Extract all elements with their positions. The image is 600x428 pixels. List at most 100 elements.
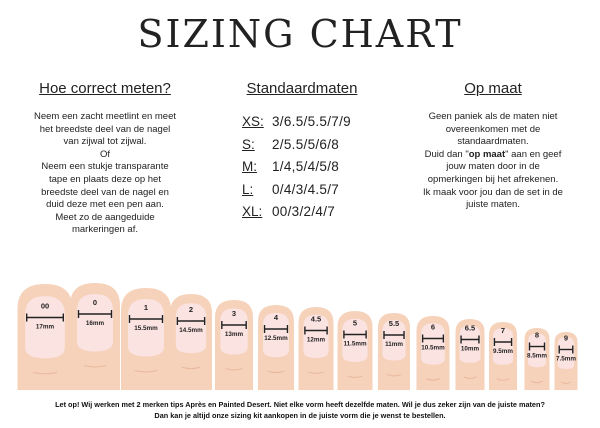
nail-width-label: 13mm [225,331,244,338]
finger-4: 2 14.5mm [170,294,212,390]
nail-size-label: 2 [189,305,193,314]
nail-size-label: 5 [353,319,357,328]
knuckle-crease [347,375,363,378]
custom-instructions: Geen paniek als de maten niet overeenkom… [392,111,594,212]
standard-heading: Standaardmaten [246,80,358,97]
custom-line: jouw maten door in de [446,161,540,173]
footer-line: Dan kan je altijd onze sizing kit aankop… [154,411,446,420]
measure-instructions: Neem een zacht meetlint en meet het bree… [6,111,204,237]
knuckle-crease [386,373,402,377]
measure-line: Neem een stukje transparante [41,161,169,173]
finger-10: 6 10.5mm [416,316,450,390]
nail-width-label: 12mm [307,337,326,344]
standard-sizes-list: XS: 3/6.5/5.5/7/9 S: 2/5.5/5/6/8 M: 1/4,5/4… [222,111,382,224]
custom-size-section: Op maat Geen paniek als de maten niet ov… [392,80,594,212]
nail-width-label: 9.5mm [493,348,513,355]
nail-width-label: 17mm [36,324,55,331]
nail-width-label: 15.5mm [134,325,158,332]
nail-width-label: 11mm [385,341,403,348]
finger-5: 3 13mm [215,300,253,390]
nail-shape [25,296,65,359]
custom-line: opmerkingen bij het afrekenen. [427,173,559,185]
nail-size-label: 1 [144,303,148,312]
finger-1: 00 17mm [17,284,73,390]
knuckle-crease [83,365,107,368]
nail-shape [77,294,113,352]
finger-13: 8 8.5mm [524,328,550,390]
nail-shape [220,308,248,355]
nail-width-label: 16mm [86,320,105,327]
nail-width-label: 10mm [461,346,480,353]
custom-line: standaardmaten. [457,136,529,148]
custom-bold-phrase: op maat [468,148,506,160]
nail-size-label: 00 [41,302,49,311]
custom-line: Geen paniek als de maten niet [428,111,558,122]
custom-line: juiste maten. [466,199,520,211]
nail-width-label: 12.5mm [264,335,288,342]
size-row-m: M: 1/4,5/4/5/8 [242,156,382,179]
nail-width-label: 7.5mm [556,356,576,363]
nail-width-label: 8.5mm [527,353,547,360]
custom-heading: Op maat [464,80,522,97]
nail-shape [303,314,329,358]
finger-12: 7 9.5mm [489,322,517,390]
nail-width-label: 14.5mm [179,327,203,334]
nail-width-label: 10.5mm [421,345,445,352]
nail-size-label: 4.5 [311,315,321,324]
nail-shape [128,299,164,357]
knuckle-crease [225,367,243,371]
finger-9: 5.5 11mm [378,313,410,390]
measure-line: Meet zo de aangeduide [55,211,155,223]
size-label: M: [242,159,257,174]
size-row-xs: XS: 3/6.5/5.5/7/9 [242,111,382,134]
custom-line-post: " aan en geef [505,148,562,160]
measure-line: het breedste deel van de nagel [39,123,171,135]
measure-section: Hoe correct meten? Neem een zacht meetli… [6,80,204,237]
size-row-xl: XL: 00/3/2/4/7 [242,201,382,224]
page-title: SIZING CHART [137,12,463,56]
footer-note: Let op! Wij werken met 2 merken tips Apr… [0,399,600,421]
size-label: XS: [242,114,264,129]
footer-line: Let op! Wij werken met 2 merken tips Apr… [55,400,545,409]
knuckle-crease [560,381,572,384]
measure-line: Of [99,148,111,160]
knuckle-crease [32,371,58,375]
nail-shape [492,328,514,365]
size-value: 3/6.5/5.5/7/9 [272,114,351,129]
finger-8: 5 11.5mm [337,311,373,390]
knuckle-crease [181,366,201,370]
measure-line: Neem een zacht meetlint en meet [33,111,177,122]
nail-shape [175,303,207,354]
nail-shape [263,312,289,358]
measure-line: breedste deel van de nagel en [41,186,169,198]
measure-line: markeringen af. [71,224,138,236]
nail-size-label: 7 [501,326,505,335]
size-row-s: S: 2/5.5/5/6/8 [242,134,382,157]
size-value: 0/4/3/4.5/7 [272,181,340,197]
nail-size-label: 6 [431,323,435,332]
custom-line: Ik maak voor jou dan de set in de [423,186,563,198]
size-value: 1/4,5/4/5/8 [272,159,340,174]
nail-size-illustration: 00 17mm 0 16mm 1 15.5mm 2 14.5mm 3 13mm 4 12.5mm 4.5… [17,283,578,390]
nail-shape [459,325,481,363]
finger-2: 0 16mm [70,283,120,390]
nail-size-label: 0 [93,298,97,307]
standard-sizes-section: Standaardmaten XS: 3/6.5/5.5/7/9 S: 2/5.5/… [222,80,382,224]
measure-line: duid deze met een pen aan. [46,199,164,211]
finger-14: 9 7.5mm [554,332,578,390]
measure-line: van zijwal tot zijwal. [63,136,147,148]
finger-6: 4 12.5mm [258,305,294,390]
knuckle-crease [463,376,477,379]
measure-line: tape en plaats deze op het [49,173,161,185]
nail-width-label: 11.5mm [343,341,367,348]
nail-shape [557,337,575,369]
size-label: S: [242,136,255,152]
nail-shape [421,323,445,365]
finger-7: 4.5 12mm [298,307,334,390]
custom-line-pre: Duid dan " [424,148,469,160]
size-label: L: [242,181,254,197]
nail-shape [528,333,546,368]
size-label: XL: [242,204,263,219]
knuckle-crease [531,380,543,384]
nail-size-label: 5.5 [389,319,399,328]
